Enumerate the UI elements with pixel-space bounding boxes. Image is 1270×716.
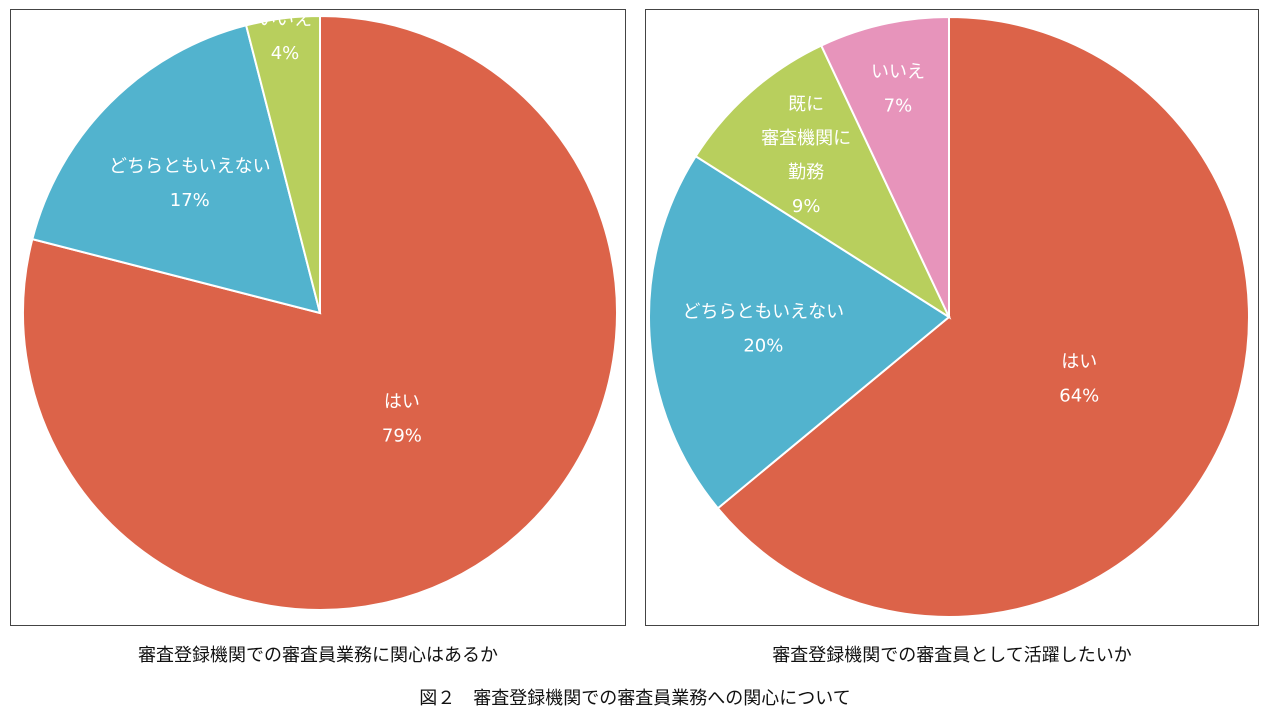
pie-label-line-1-1-0: どちらともいえない [683,302,845,323]
pie-label-line-1-2-1: 審査機関に [761,128,851,149]
pie-label-1-2: 既に審査機関に勤務 9% [761,94,851,217]
figure-caption: 図２ 審査登録機関での審査員業務への関心について [419,688,851,709]
pie-percent-1-3: 7% [884,96,913,117]
right-chart-panel: はい 64% どちらともいえない 20% 既に審査機関に勤務 9% いいえ 7% [645,9,1259,626]
pie-label-line-0-0-0: はい [384,392,420,413]
pie-percent-0-1: 17% [170,190,210,211]
pie-label-line-1-3-0: いいえ [871,62,925,83]
pie-slice-0-1 [31,24,322,315]
pie-label-line-1-2-0: 既に [788,94,824,115]
pie-percent-1-0: 64% [1059,385,1099,406]
pie-percent-0-2: 4% [271,43,300,64]
pie-slice-1-0 [716,15,1250,618]
left-chart-title: 審査登録機関での審査員業務に関心はあるか [138,645,498,666]
left-chart-panel: はい 79% どちらともいえない 17% いいえ 4% [10,9,626,626]
pie-slice-1-3 [819,15,950,318]
pie-label-line-0-1-0: どちらともいえない [109,156,271,177]
pie-label-1-1: どちらともいえない 20% [683,302,845,357]
left-pie-chart: はい 79% どちらともいえない 17% いいえ 4% [22,10,618,611]
pie-percent-1-1: 20% [743,336,783,357]
right-pie-chart: はい 64% どちらともいえない 20% 既に審査機関に勤務 9% いいえ 7% [648,15,1250,618]
pie-percent-1-2: 9% [792,196,821,217]
pie-label-0-0: はい 79% [382,392,422,447]
right-chart-title: 審査登録機関での審査員として活躍したいか [772,645,1132,666]
pie-label-1-3: いいえ 7% [871,62,925,117]
pie-label-1-0: はい 64% [1059,351,1099,406]
pie-label-0-2: いいえ 4% [258,10,312,64]
pie-slice-1-2 [694,44,952,320]
pie-label-0-1: どちらともいえない 17% [109,156,271,211]
pie-percent-0-0: 79% [382,426,422,447]
pie-slice-1-1 [648,154,951,510]
pie-label-line-1-0-0: はい [1061,351,1097,372]
pie-label-line-0-2-0: いいえ [258,10,312,30]
pie-label-line-1-2-2: 勤務 [788,162,824,183]
pie-slice-0-2 [244,14,321,314]
pie-slice-0-0 [22,14,618,611]
